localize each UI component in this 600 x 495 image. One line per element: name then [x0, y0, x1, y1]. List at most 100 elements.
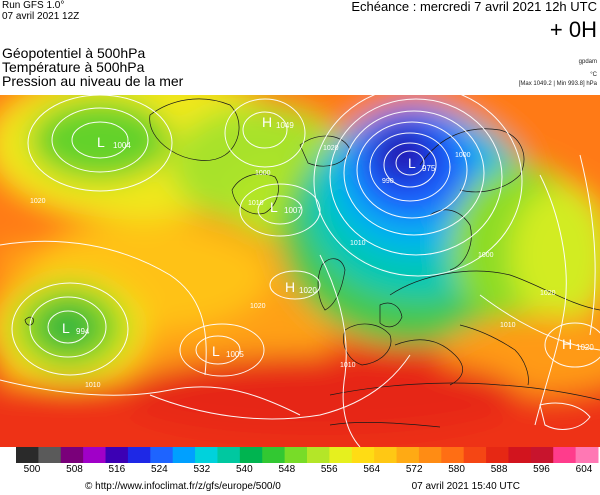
- colorbar-cell: [329, 447, 353, 463]
- svg-text:L: L: [212, 343, 220, 359]
- echeance-text: Echéance : mercredi 7 avril 2021 12h UTC: [351, 0, 597, 14]
- colorbar-cell: [486, 447, 509, 463]
- colorbar-cell: [463, 447, 487, 463]
- svg-text:1020: 1020: [540, 290, 556, 297]
- colorbar-cell: [441, 447, 465, 463]
- colorbar-cell: [16, 447, 39, 463]
- svg-text:1020: 1020: [299, 286, 317, 295]
- title-geopotential: Géopotentiel à 500hPa: [2, 45, 146, 61]
- svg-text:1010: 1010: [340, 362, 356, 369]
- colorbar: [16, 447, 599, 463]
- svg-text:1000: 1000: [478, 252, 494, 259]
- svg-text:1010: 1010: [248, 200, 264, 207]
- svg-text:1010: 1010: [85, 382, 101, 389]
- forecast-info: Echéance : mercredi 7 avril 2021 12h UTC…: [351, 0, 597, 42]
- svg-text:H: H: [562, 336, 572, 352]
- title-pressure: Pression au niveau de la mer: [2, 73, 184, 89]
- isobar-labels: 1020 1000 990 1000 1010 1020 1000 1010 1…: [30, 145, 556, 389]
- colorbar-cell: [127, 447, 151, 463]
- svg-text:1007: 1007: [284, 206, 302, 215]
- colorbar-cell: [374, 447, 398, 463]
- source-tag: gpdam: [578, 59, 597, 65]
- colorbar-label: 596: [533, 464, 550, 475]
- svg-text:1000: 1000: [455, 152, 471, 159]
- low-center-1004: L 1004: [97, 134, 131, 150]
- svg-text:1020: 1020: [30, 198, 46, 205]
- svg-text:1010: 1010: [500, 322, 516, 329]
- run-date: 07 avril 2021 12Z: [2, 11, 80, 22]
- svg-text:L: L: [62, 320, 70, 336]
- colorbar-cell: [83, 447, 107, 463]
- svg-text:1004: 1004: [113, 141, 131, 150]
- colorbar-cell: [60, 447, 84, 463]
- colorbar-cell: [172, 447, 196, 463]
- colorbar-cell: [239, 447, 263, 463]
- isobars: [0, 95, 600, 447]
- colorbar-labels: 500 508 516 524 532 540 548 556 564 572 580 588 596 6…: [0, 464, 600, 478]
- high-center-1020-west: H 1020: [285, 279, 317, 295]
- svg-text:1005: 1005: [226, 350, 244, 359]
- colorbar-label: 524: [151, 464, 168, 475]
- generation-date: 07 avril 2021 15:40 UTC: [411, 481, 520, 492]
- svg-text:1020: 1020: [323, 145, 339, 152]
- colorbar-label: 548: [278, 464, 296, 475]
- svg-text:994: 994: [76, 327, 90, 336]
- title-temperature: Température à 500hPa: [2, 59, 145, 75]
- low-center-994: L 994: [62, 320, 90, 336]
- colorbar-label: 604: [575, 464, 593, 475]
- low-center-1007: L 1007: [270, 199, 302, 215]
- source-url: © http://www.infoclimat.fr/z/gfs/europe/…: [85, 481, 281, 492]
- colorbar-label: 540: [235, 464, 253, 475]
- colorbar-cell: [105, 447, 129, 463]
- pressure-range: [Max 1049.2 | Min 993.8] hPa: [518, 81, 597, 87]
- colorbar-cell: [195, 447, 218, 463]
- low-center-1005: L 1005: [212, 343, 244, 359]
- pressure-centers: L 1004 H 1049 L 975 L 1007 H 1020 L 994 L 1005 …: [62, 114, 594, 359]
- weather-map[interactable]: L 1004 H 1049 L 975 L 1007 H 1020 L 994 L 1005 …: [0, 95, 600, 447]
- map-titles: Géopotentiel à 500hPa Température à 500h…: [2, 46, 183, 88]
- footer: © http://www.infoclimat.fr/z/gfs/europe/…: [0, 481, 600, 495]
- colorbar-label: 556: [320, 464, 338, 475]
- svg-text:975: 975: [422, 164, 436, 173]
- colorbar-label: 500: [23, 464, 41, 475]
- colorbar-cell: [307, 447, 330, 463]
- colorbar-cell: [217, 447, 241, 463]
- svg-text:1020: 1020: [576, 343, 594, 352]
- colorbar-cell: [530, 447, 554, 463]
- high-center-1020-east: H 1020: [562, 336, 594, 352]
- colorbar-label: 580: [448, 464, 465, 475]
- high-center-1049: H 1049: [262, 114, 294, 130]
- colorbar-cell: [553, 447, 577, 463]
- coastlines: [24, 98, 600, 428]
- colorbar-label: 572: [405, 464, 423, 475]
- colorbar-cell: [396, 447, 420, 463]
- forecast-offset: + 0H: [549, 17, 597, 42]
- colorbar-cell: [418, 447, 442, 463]
- svg-text:1049: 1049: [276, 121, 294, 130]
- colorbar-label: 588: [490, 464, 508, 475]
- svg-text:H: H: [262, 114, 272, 130]
- colorbar-cell: [38, 447, 62, 463]
- svg-text:L: L: [408, 155, 416, 171]
- svg-text:1020: 1020: [250, 303, 266, 310]
- map-canvas: L 1004 H 1049 L 975 L 1007 H 1020 L 994 L 1005 …: [0, 95, 600, 447]
- run-model: Run GFS 1.0°: [2, 0, 65, 11]
- colorbar-cell: [508, 447, 532, 463]
- svg-text:L: L: [97, 134, 105, 150]
- colorbar-label: 516: [108, 464, 126, 475]
- map-meta: gpdam °C [Max 1049.2 | Min 993.8] hPa: [519, 58, 597, 89]
- svg-text:1000: 1000: [255, 170, 271, 177]
- svg-text:990: 990: [382, 178, 394, 185]
- colorbar-label: 564: [363, 464, 381, 475]
- svg-text:H: H: [285, 279, 295, 295]
- colorbar-cell: [262, 447, 286, 463]
- colorbar-cell: [351, 447, 375, 463]
- unit-label: °C: [590, 72, 597, 78]
- run-info: Run GFS 1.0° 07 avril 2021 12Z: [2, 0, 79, 22]
- colorbar-label: 508: [66, 464, 83, 475]
- colorbar-cell: [575, 447, 599, 463]
- svg-text:L: L: [270, 199, 278, 215]
- svg-text:1010: 1010: [350, 240, 366, 247]
- colorbar-cell: [284, 447, 308, 463]
- low-center-975: L 975: [408, 155, 436, 173]
